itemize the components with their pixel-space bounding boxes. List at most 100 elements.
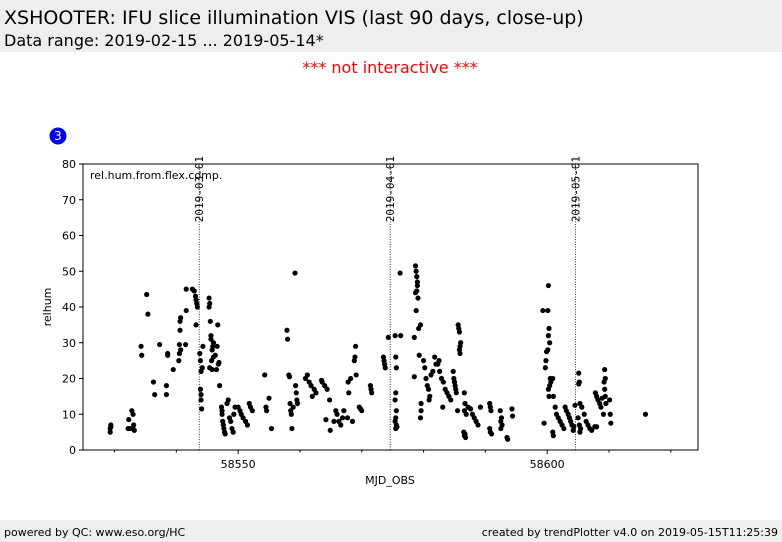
point	[414, 282, 420, 289]
point	[198, 397, 204, 403]
point	[461, 390, 467, 396]
point	[293, 390, 299, 396]
point	[430, 368, 436, 374]
point	[339, 415, 346, 421]
page-title: XSHOOTER: IFU slice illumination VIS (la…	[4, 7, 584, 29]
point	[338, 422, 344, 428]
point	[191, 288, 197, 294]
point	[417, 415, 424, 421]
point	[289, 425, 295, 432]
point	[210, 340, 217, 346]
badge-circle	[49, 127, 67, 145]
point	[249, 408, 255, 414]
point	[308, 383, 314, 389]
point	[244, 422, 251, 428]
y-tick-label: 40	[62, 301, 76, 314]
point	[543, 358, 549, 364]
y-tick-label: 30	[62, 337, 76, 350]
point	[411, 334, 417, 340]
point	[505, 436, 511, 442]
point	[131, 422, 137, 428]
point	[209, 366, 215, 373]
point	[197, 386, 204, 392]
annotation: rel.hum.from.flex.comp.	[90, 169, 222, 182]
point	[577, 429, 583, 435]
point	[436, 358, 442, 364]
badge: 3	[54, 129, 62, 143]
point	[206, 295, 212, 301]
y-tick-label: 10	[62, 408, 76, 421]
point	[414, 274, 420, 280]
point	[287, 400, 293, 407]
point	[432, 354, 438, 360]
point	[552, 404, 558, 410]
point	[219, 408, 225, 414]
point	[197, 358, 204, 364]
footer-right: created by trendPlotter v4.0 on 2019-05-…	[482, 526, 778, 539]
point	[346, 390, 352, 396]
point	[327, 427, 333, 433]
point	[413, 307, 419, 314]
date-marker-label: 2019-03-01	[193, 156, 206, 222]
point	[412, 263, 419, 269]
point	[228, 418, 234, 424]
point	[183, 307, 189, 314]
point	[462, 400, 468, 407]
point	[575, 415, 581, 421]
point	[165, 352, 171, 358]
point	[393, 408, 399, 414]
header-band	[0, 0, 782, 52]
point	[318, 377, 325, 383]
point	[352, 354, 358, 360]
point	[288, 411, 294, 417]
point	[230, 429, 236, 435]
point	[207, 318, 213, 324]
point	[352, 343, 359, 349]
point	[294, 400, 301, 407]
point	[477, 404, 484, 410]
point	[546, 325, 552, 332]
point	[108, 424, 114, 430]
point	[290, 404, 296, 410]
point	[454, 408, 461, 414]
point	[199, 406, 205, 412]
point	[509, 406, 515, 412]
point	[170, 366, 176, 373]
point	[126, 417, 132, 423]
point	[440, 404, 446, 410]
point	[231, 411, 237, 417]
point	[334, 411, 340, 417]
point	[331, 418, 337, 424]
point	[545, 333, 552, 339]
page-subtitle: Data range: 2019-02-15 ... 2019-05-14*	[4, 31, 324, 50]
point	[420, 358, 427, 364]
point	[579, 404, 585, 410]
point	[262, 372, 268, 378]
point	[139, 352, 145, 358]
point	[607, 411, 613, 417]
point	[600, 411, 607, 417]
date-marker-label: 2019-04-01	[384, 156, 397, 222]
point	[457, 350, 463, 357]
point	[349, 418, 356, 424]
point	[353, 372, 359, 378]
point	[138, 343, 144, 349]
point	[414, 279, 420, 285]
point	[215, 322, 221, 328]
point	[163, 391, 170, 398]
point	[550, 375, 556, 382]
point	[197, 350, 203, 357]
point	[177, 327, 183, 333]
point	[456, 329, 463, 335]
point	[498, 425, 504, 432]
point	[176, 358, 182, 364]
point	[178, 315, 184, 321]
point	[216, 359, 222, 366]
point	[313, 390, 319, 396]
point	[225, 397, 231, 403]
point	[222, 431, 228, 437]
point	[392, 333, 398, 339]
point	[214, 343, 220, 349]
point	[488, 431, 495, 437]
